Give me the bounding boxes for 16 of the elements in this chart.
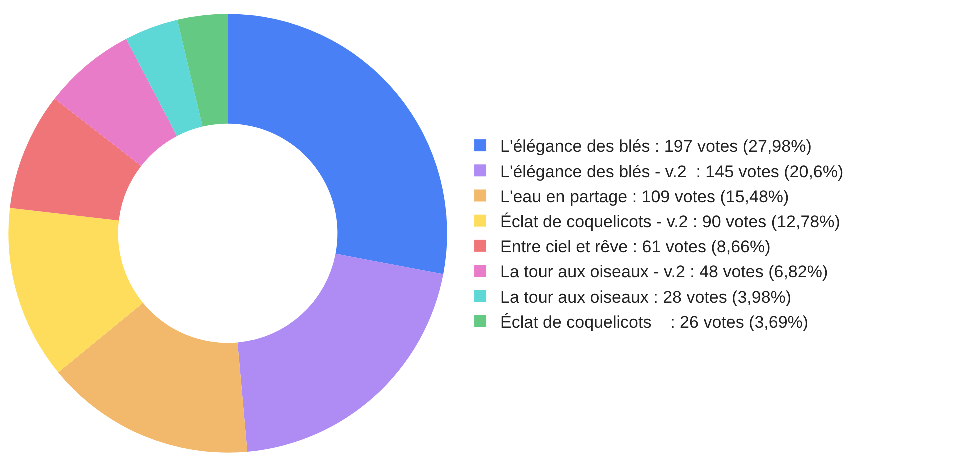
- legend-label: Éclat de coquelicots : 26 votes (3,69%): [500, 312, 809, 332]
- legend-label: La tour aux oiseaux - v.2 : 48 votes (6,82%): [500, 262, 828, 282]
- donut-slice: [54, 39, 178, 166]
- legend-label: La tour aux oiseaux : 28 votes (3,98%): [500, 288, 792, 307]
- legend-label: L'eau en partage : 109 votes (15,48%): [500, 187, 790, 206]
- legend-label: L'élégance des blés - v.2 : 145 votes (20,6%): [500, 162, 844, 182]
- legend-label: Entre ciel et rêve : 61 votes (8,66%): [500, 238, 771, 257]
- donut-slice: [58, 303, 248, 453]
- donut-slice: [10, 98, 142, 221]
- donut-slice: [178, 14, 228, 127]
- donut-slice: [228, 14, 447, 274]
- donut-slice: [238, 254, 444, 452]
- donut-slice: [8, 208, 144, 373]
- donut-slice: [126, 20, 203, 136]
- legend-label: L'élégance des blés : 197 votes (27,98%): [500, 137, 812, 156]
- legend-label: Éclat de coquelicots - v.2 : 90 votes (12,78%): [500, 212, 840, 232]
